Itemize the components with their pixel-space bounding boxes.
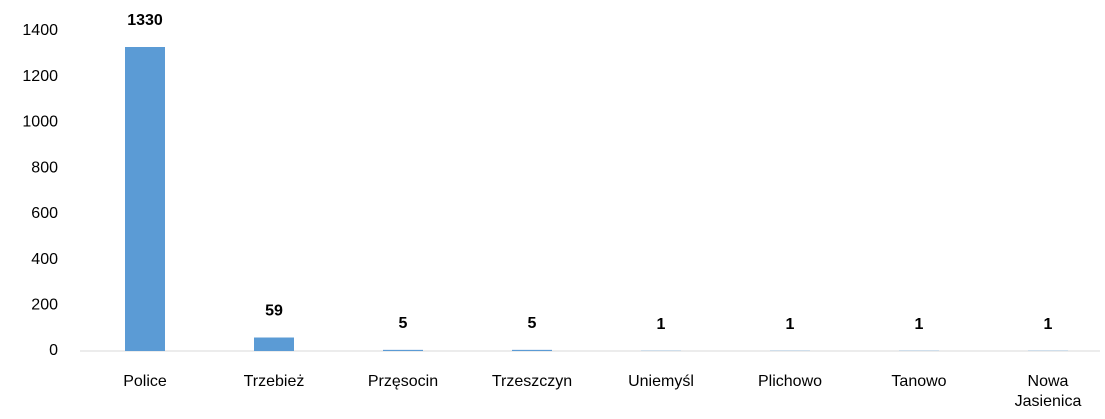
value-label: 5 bbox=[399, 315, 408, 332]
value-label: 5 bbox=[528, 315, 537, 332]
y-tick-label: 1200 bbox=[22, 68, 58, 85]
value-label: 1 bbox=[657, 316, 666, 333]
y-tick-label: 200 bbox=[31, 297, 58, 314]
x-tick-label: Nowa Jasienica bbox=[1014, 373, 1082, 410]
bar bbox=[383, 349, 423, 351]
x-tick-label: Tanowo bbox=[891, 373, 947, 390]
value-label: 1 bbox=[786, 316, 795, 333]
value-label: 1330 bbox=[127, 12, 163, 29]
value-label: 1 bbox=[1044, 316, 1053, 333]
x-tick-label: Trzeszczyn bbox=[491, 373, 573, 390]
x-tick-label: Przęsocin bbox=[367, 373, 439, 390]
bar bbox=[125, 47, 165, 351]
y-tick-label: 400 bbox=[31, 251, 58, 268]
y-tick-label: 600 bbox=[31, 205, 58, 222]
x-tick-label: Trzebież bbox=[243, 373, 305, 390]
value-label: 59 bbox=[265, 303, 283, 320]
x-tick-label: Uniemyśl bbox=[628, 373, 694, 390]
y-tick-label: 1400 bbox=[22, 22, 58, 39]
x-tick-label: Police bbox=[123, 373, 167, 390]
bar bbox=[512, 349, 552, 351]
y-tick-label: 0 bbox=[49, 342, 58, 359]
bar bbox=[254, 337, 294, 351]
y-tick-label: 1000 bbox=[22, 114, 58, 131]
x-tick-label: Plichowo bbox=[757, 373, 823, 390]
value-label: 1 bbox=[915, 316, 924, 333]
y-tick-label: 800 bbox=[31, 159, 58, 176]
